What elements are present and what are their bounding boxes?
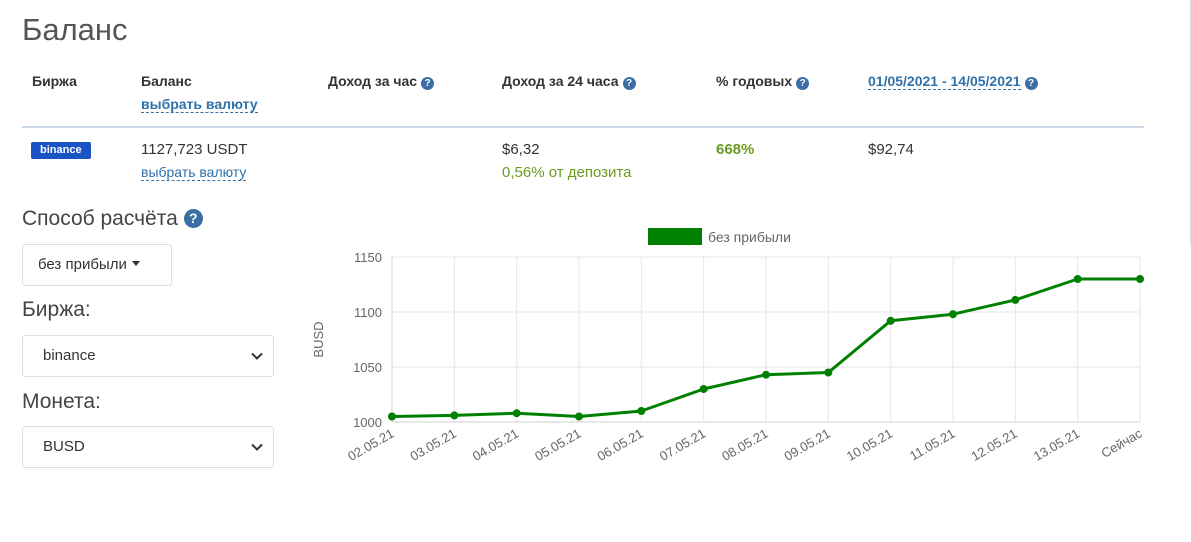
x-tick-label: 11.05.21 [907,426,957,464]
x-tick-label: 10.05.21 [844,426,895,464]
y-axis-title: BUSD [311,321,326,357]
balance-line-chart: 1000 1050 1100 1150 02.05.21 03.05.21 04.05.21… [311,228,1145,464]
col-header-balance: Баланс [141,73,192,89]
legend-label[interactable]: без прибыли [708,229,791,245]
choose-currency-row-link[interactable]: выбрать валюту [141,164,247,181]
col-header-income-hour-label: Доход за час [328,73,418,89]
x-tick-label: 12.05.21 [969,426,1020,464]
col-header-income-hour: Доход за час? [328,73,435,90]
data-point[interactable] [949,310,957,319]
period-income-value: $92,74 [868,141,914,158]
x-tick-label: Сейчас [1099,425,1145,460]
question-circle-icon[interactable]: ? [1024,77,1038,90]
exchange-select-value: binance [43,347,96,364]
date-range-picker[interactable]: 01/05/2021 - 14/05/2021 [868,73,1021,90]
col-header-annual-label: % годовых [716,73,793,89]
col-header-date-range: 01/05/2021 - 14/05/2021? [868,73,1038,90]
table-divider [22,126,1144,128]
y-tick-label: 1050 [353,360,382,375]
data-point[interactable] [388,412,396,421]
legend-swatch[interactable] [648,228,702,245]
x-tick-label: 13.05.21 [1031,426,1082,464]
coin-select-value: BUSD [43,438,85,455]
question-circle-icon[interactable]: ? [622,77,636,90]
data-point[interactable] [762,370,770,379]
x-tick-label: 02.05.21 [345,426,396,464]
data-point[interactable] [824,368,833,377]
coin-select[interactable]: BUSD [22,426,274,468]
coin-label: Монета: [22,390,101,413]
calc-method-dropdown[interactable]: без прибыли [22,244,172,286]
data-point[interactable] [575,412,583,421]
col-header-exchange: Биржа [32,73,77,89]
calc-method-label: Способ расчёта? [22,207,203,231]
choose-currency-header-link[interactable]: выбрать валюту [141,96,258,113]
balance-value: 1127,723 USDT [141,141,248,158]
data-point[interactable] [512,409,521,418]
exchange-badge: binance [31,142,91,159]
data-point[interactable] [1011,295,1020,304]
question-circle-icon[interactable]: ? [183,209,203,228]
data-point[interactable] [886,316,895,325]
choose-currency-row-wrap: выбрать валюту [141,164,247,181]
income-24h-value: $6,32 [502,141,540,158]
x-tick-label: 08.05.21 [719,426,770,464]
question-circle-icon[interactable]: ? [796,77,810,90]
data-point[interactable] [450,411,459,420]
x-tick-label: 07.05.21 [657,426,708,464]
income-24h-percent: 0,56% от депозита [502,164,632,181]
x-tick-label: 06.05.21 [595,426,646,464]
data-point[interactable] [1136,275,1144,283]
data-point[interactable] [637,407,646,415]
col-header-income-24h: Доход за 24 часа? [502,73,636,90]
question-circle-icon[interactable]: ? [421,77,435,90]
x-tick-label: 09.05.21 [782,426,833,464]
exchange-label: Биржа: [22,298,91,321]
calc-method-value: без прибыли [38,256,127,273]
calc-method-label-text: Способ расчёта [22,207,178,230]
annual-percent-value: 668% [716,141,755,158]
x-tick-label: 04.05.21 [470,426,521,464]
col-header-balance-link-wrap: выбрать валюту [141,96,258,113]
caret-down-icon [131,261,140,266]
col-header-income-24h-label: Доход за 24 часа [502,73,619,89]
y-tick-label: 1000 [353,415,382,430]
x-tick-label: 03.05.21 [408,426,459,464]
chevron-down-icon [251,443,263,451]
chevron-down-icon [251,352,263,360]
y-tick-label: 1100 [354,305,382,320]
x-tick-label: 05.05.21 [532,426,583,464]
exchange-select[interactable]: binance [22,335,274,377]
data-point[interactable] [699,385,708,393]
col-header-annual: % годовых? [716,73,810,90]
page-title: Баланс [22,12,128,47]
y-tick-label: 1150 [354,250,382,265]
data-point[interactable] [1073,275,1082,283]
